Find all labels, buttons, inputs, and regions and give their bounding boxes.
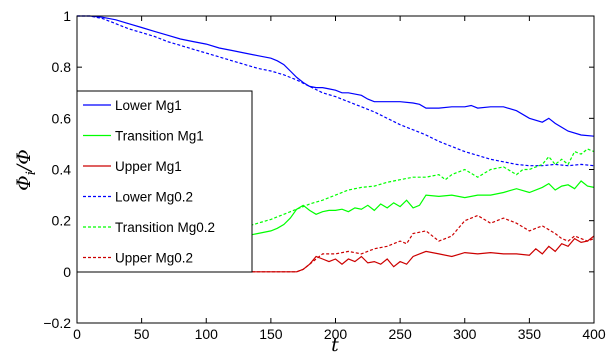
legend-label: Upper Mg1	[115, 159, 182, 174]
legend: Lower Mg1 Transition Mg1 Upper Mg1 Lower Mg…	[76, 90, 253, 273]
x-tick-label: 50	[134, 326, 150, 342]
y-axis-label: Φi/Φ	[13, 149, 39, 191]
series-line-upper-mg1	[77, 235, 595, 273]
x-axis-label: t	[331, 334, 339, 354]
x-tick-label: 0	[73, 326, 81, 342]
x-tick-label: 150	[259, 326, 283, 342]
x-tick-label: 100	[195, 326, 219, 342]
legend-label: Lower Mg1	[115, 98, 182, 113]
x-tick-label: 250	[388, 326, 412, 342]
y-tick-label: 0.2	[52, 213, 72, 229]
svg-text:Φi/Φ: Φi/Φ	[13, 149, 39, 191]
y-tick-label: 0.8	[52, 59, 72, 75]
y-tick-label: 0	[63, 264, 71, 280]
x-tick-label: 200	[324, 326, 348, 342]
legend-label: Transition Mg1	[115, 129, 204, 144]
series-line-lower-mg1	[77, 15, 595, 137]
legend-box	[76, 90, 253, 273]
legend-label: Lower Mg0.2	[115, 190, 193, 205]
y-tick-label: 0.6	[52, 110, 72, 126]
ticks-layer: 0 50 100 150 200 250 300 350 400−0.200.20.40.60.…	[43, 8, 606, 342]
y-tick-label: 1	[63, 8, 71, 24]
y-tick-label: −0.2	[43, 315, 71, 331]
series-line-upper-mg0-2	[77, 214, 595, 273]
x-tick-label: 400	[582, 326, 606, 342]
x-tick-label: 300	[453, 326, 477, 342]
y-tick-label: 0.4	[52, 162, 72, 178]
x-tick-label: 350	[518, 326, 542, 342]
legend-label: Transition Mg0.2	[115, 220, 215, 235]
series-line-lower-mg0-2	[77, 15, 595, 167]
legend-label: Upper Mg0.2	[115, 251, 193, 266]
